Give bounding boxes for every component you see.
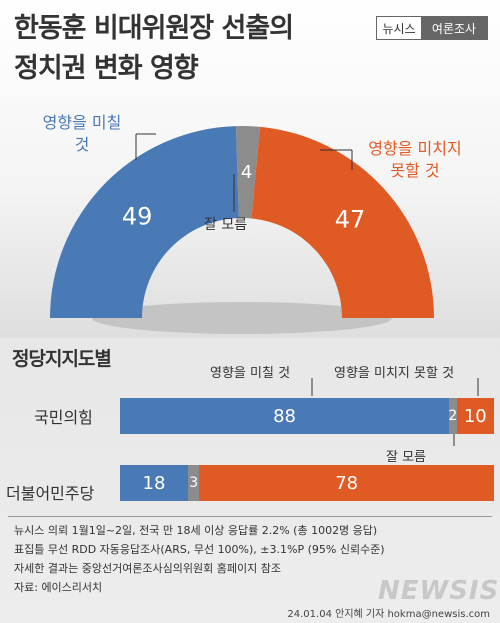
arc-unsure-value: 4 bbox=[241, 162, 252, 183]
title-line-1: 한동훈 비대위원장 선출의 bbox=[14, 13, 294, 44]
note-4: 자료: 에이스리서치 bbox=[14, 581, 103, 594]
byline: 24.01.04 안지혜 기자 hokma@newsis.com bbox=[287, 609, 490, 620]
arc-affect-value: 49 bbox=[122, 202, 153, 230]
annot-unsure: 잘 모름 bbox=[386, 450, 427, 465]
note-1: 뉴시스 의뢰 1월1일~2일, 전국 만 18세 이상 응답률 2.2% (총 … bbox=[14, 524, 378, 537]
note-3: 자세한 결과는 중앙선거여론조사심의위원회 홈페이지 참조 bbox=[14, 562, 281, 575]
bar-ppp-noaffect: 10 bbox=[456, 398, 494, 434]
label-noaffect: 영향을 미치지 못할 것 bbox=[368, 139, 462, 180]
bar-ppp-unsure: 2 bbox=[448, 398, 457, 434]
divider bbox=[8, 516, 492, 517]
arc-noaffect bbox=[251, 126, 434, 318]
party-label-ppp: 국민의힘 bbox=[34, 408, 93, 427]
arc-noaffect-value: 47 bbox=[335, 206, 366, 234]
arc-unsure bbox=[235, 126, 261, 219]
arc-affect bbox=[50, 126, 239, 318]
annot-noaffect: 영향을 미치지 못할 것 bbox=[334, 366, 455, 381]
bar-leaders bbox=[311, 378, 479, 446]
chart-shadow bbox=[92, 302, 392, 334]
title-line-2: 정치권 변화 영향 bbox=[14, 53, 199, 84]
semicircle-chart: 49 4 47 bbox=[50, 126, 434, 334]
label-affect: 영향을 미칠 것 bbox=[42, 113, 122, 154]
party-section-title: 정당지지도별 bbox=[12, 348, 112, 370]
label-unsure: 잘 모름 bbox=[204, 217, 248, 233]
bar-dpk-unsure: 3 bbox=[188, 465, 200, 501]
newsis-logo: NEWSIS bbox=[378, 576, 500, 606]
badge-newsis: 뉴시스 bbox=[377, 17, 421, 39]
badge-poll: 여론조사 bbox=[421, 17, 487, 39]
annot-affect: 영향을 미칠 것 bbox=[210, 366, 291, 381]
bar-dpk-affect: 18 bbox=[120, 465, 188, 501]
bar-ppp-affect: 88 bbox=[120, 398, 450, 434]
source-badge: 뉴시스 여론조사 bbox=[376, 16, 488, 40]
notes: 뉴시스 의뢰 1월1일~2일, 전국 만 18세 이상 응답률 2.2% (총 … bbox=[14, 521, 385, 597]
note-2: 표집틀 무선 RDD 자동응답조사(ARS, 무선 100%), ±3.1%P … bbox=[14, 543, 385, 556]
bar-dpk-noaffect: 78 bbox=[199, 465, 494, 501]
party-label-dpk: 더불어민주당 bbox=[6, 484, 95, 503]
